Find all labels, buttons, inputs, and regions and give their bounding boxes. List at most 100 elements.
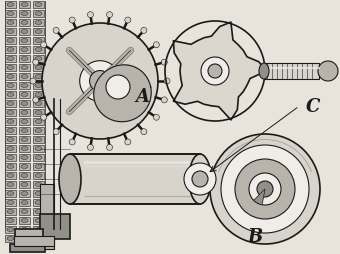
- Ellipse shape: [35, 120, 42, 124]
- Bar: [5, 2, 16, 9]
- Ellipse shape: [21, 201, 28, 205]
- Bar: [5, 56, 16, 63]
- Circle shape: [106, 145, 113, 151]
- Ellipse shape: [35, 4, 42, 7]
- Ellipse shape: [35, 165, 42, 169]
- Circle shape: [192, 171, 208, 187]
- Bar: [14, 236, 54, 246]
- Bar: [33, 109, 44, 117]
- Ellipse shape: [21, 57, 28, 61]
- Ellipse shape: [7, 201, 14, 205]
- Bar: [33, 29, 44, 36]
- Bar: [5, 47, 16, 54]
- Bar: [19, 172, 30, 179]
- Bar: [33, 172, 44, 179]
- Bar: [19, 11, 30, 18]
- Ellipse shape: [21, 228, 28, 232]
- Circle shape: [33, 98, 39, 103]
- Circle shape: [161, 98, 167, 103]
- Ellipse shape: [21, 138, 28, 142]
- Ellipse shape: [35, 30, 42, 34]
- Bar: [40, 214, 70, 239]
- Bar: [19, 163, 30, 170]
- Bar: [33, 92, 44, 99]
- Bar: [19, 181, 30, 188]
- Circle shape: [125, 139, 131, 145]
- Ellipse shape: [7, 228, 14, 232]
- Ellipse shape: [7, 66, 14, 70]
- Ellipse shape: [35, 201, 42, 205]
- Circle shape: [164, 79, 170, 85]
- Bar: [70, 154, 200, 204]
- Ellipse shape: [7, 102, 14, 106]
- Ellipse shape: [259, 64, 269, 80]
- Circle shape: [153, 43, 159, 49]
- Ellipse shape: [35, 210, 42, 214]
- Bar: [5, 235, 16, 242]
- Ellipse shape: [21, 165, 28, 169]
- Ellipse shape: [7, 120, 14, 124]
- Ellipse shape: [35, 21, 42, 25]
- Circle shape: [106, 13, 113, 19]
- Bar: [19, 226, 30, 233]
- Ellipse shape: [21, 93, 28, 97]
- Bar: [5, 65, 16, 72]
- Bar: [5, 119, 16, 125]
- Text: B: B: [248, 227, 262, 245]
- Circle shape: [80, 61, 120, 102]
- Ellipse shape: [7, 39, 14, 43]
- Circle shape: [89, 71, 110, 92]
- Ellipse shape: [35, 57, 42, 61]
- Ellipse shape: [35, 111, 42, 115]
- Bar: [19, 154, 30, 161]
- Circle shape: [106, 76, 130, 100]
- Bar: [19, 29, 30, 36]
- Bar: [33, 38, 44, 45]
- Bar: [19, 190, 30, 197]
- Bar: [15, 229, 43, 247]
- Circle shape: [33, 60, 39, 66]
- Ellipse shape: [21, 111, 28, 115]
- Bar: [5, 128, 16, 134]
- Circle shape: [141, 129, 147, 135]
- Bar: [19, 65, 30, 72]
- Ellipse shape: [21, 192, 28, 196]
- Ellipse shape: [7, 48, 14, 52]
- Bar: [5, 172, 16, 179]
- Wedge shape: [254, 189, 265, 205]
- Ellipse shape: [35, 236, 42, 241]
- Bar: [19, 74, 30, 81]
- Bar: [33, 83, 44, 90]
- Bar: [33, 136, 44, 144]
- Bar: [19, 92, 30, 99]
- Ellipse shape: [35, 228, 42, 232]
- Bar: [19, 199, 30, 206]
- Ellipse shape: [21, 236, 28, 241]
- Ellipse shape: [7, 30, 14, 34]
- Ellipse shape: [35, 147, 42, 151]
- Polygon shape: [94, 66, 151, 122]
- Ellipse shape: [21, 39, 28, 43]
- Bar: [5, 11, 16, 18]
- Bar: [19, 47, 30, 54]
- Ellipse shape: [35, 84, 42, 88]
- Ellipse shape: [7, 138, 14, 142]
- Bar: [19, 119, 30, 125]
- Circle shape: [141, 28, 147, 34]
- Ellipse shape: [7, 84, 14, 88]
- Bar: [5, 181, 16, 188]
- Bar: [19, 83, 30, 90]
- Bar: [5, 92, 16, 99]
- Bar: [10, 244, 45, 252]
- Bar: [19, 128, 30, 134]
- Ellipse shape: [35, 102, 42, 106]
- Ellipse shape: [7, 236, 14, 241]
- Bar: [5, 163, 16, 170]
- Ellipse shape: [21, 30, 28, 34]
- Ellipse shape: [7, 183, 14, 187]
- Circle shape: [257, 181, 273, 197]
- Circle shape: [210, 134, 320, 244]
- Text: C: C: [306, 98, 320, 116]
- Ellipse shape: [7, 75, 14, 79]
- Bar: [5, 217, 16, 224]
